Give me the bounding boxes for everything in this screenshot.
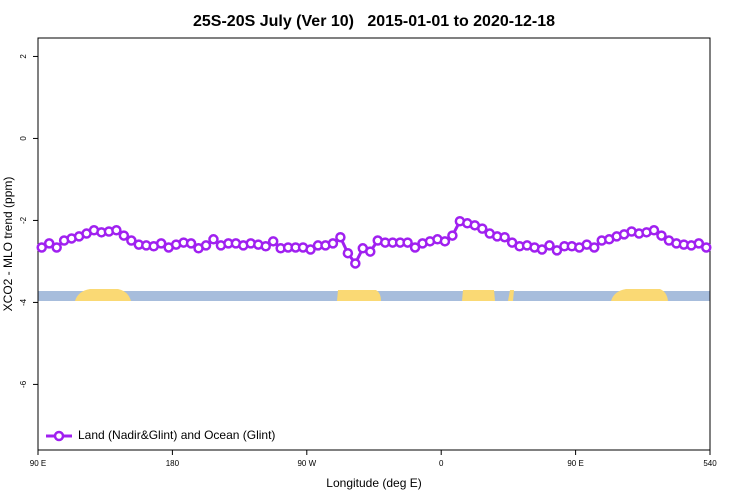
y-tick-label: 0 — [19, 136, 28, 141]
x-tick-label: 90 E — [30, 459, 46, 468]
data-point — [551, 245, 563, 256]
data-point — [350, 258, 361, 269]
data-point — [536, 244, 548, 255]
data-point — [342, 247, 354, 259]
y-tick-label: -4 — [19, 298, 28, 306]
data-point — [693, 238, 705, 249]
land-ocean-band — [38, 289, 710, 301]
data-point — [402, 237, 413, 248]
data-point — [544, 240, 555, 251]
data-point — [327, 238, 339, 249]
data-point — [305, 244, 316, 255]
land-band — [611, 289, 668, 301]
data-point — [155, 238, 167, 249]
data-point — [439, 236, 451, 247]
data-point — [409, 242, 421, 253]
data-point — [648, 225, 660, 236]
x-tick-label: 90 E — [567, 459, 583, 468]
data-point — [701, 242, 712, 253]
x-tick-label: 540 — [703, 459, 717, 468]
x-tick-label: 180 — [166, 459, 180, 468]
data-point — [447, 230, 458, 241]
land-band — [337, 290, 381, 301]
y-tick-label: -6 — [19, 380, 28, 388]
land-band — [462, 290, 495, 301]
land-band — [75, 289, 131, 301]
legend-label: Land (Nadir&Glint) and Ocean (Glint) — [78, 428, 275, 442]
data-point — [185, 238, 197, 249]
data-point — [260, 241, 271, 252]
y-tick-label: 2 — [19, 54, 28, 59]
data-point — [51, 242, 62, 253]
y-tick-label: -2 — [19, 216, 28, 224]
y-axis-label: XCO2 - MLO trend (ppm) — [1, 177, 15, 312]
x-axis-label: Longitude (deg E) — [326, 476, 421, 490]
x-tick-label: 90 W — [297, 459, 316, 468]
land-band — [508, 290, 514, 301]
data-point — [43, 238, 55, 249]
data-point — [118, 230, 130, 241]
legend-marker — [53, 430, 65, 442]
data-point — [477, 223, 488, 234]
data-point — [208, 234, 219, 245]
data-point — [126, 235, 137, 246]
series — [36, 215, 712, 269]
data-point — [656, 230, 667, 241]
data-point — [499, 231, 510, 243]
x-tick-label: 0 — [439, 459, 444, 468]
data-point — [589, 242, 600, 253]
chart-title: 25S-20S July (Ver 10) 2015-01-01 to 2020… — [193, 13, 555, 30]
data-point — [335, 231, 346, 243]
data-point — [36, 242, 47, 253]
data-point — [111, 225, 122, 236]
data-point — [200, 240, 212, 251]
data-point — [267, 236, 279, 247]
data-point — [365, 246, 376, 257]
